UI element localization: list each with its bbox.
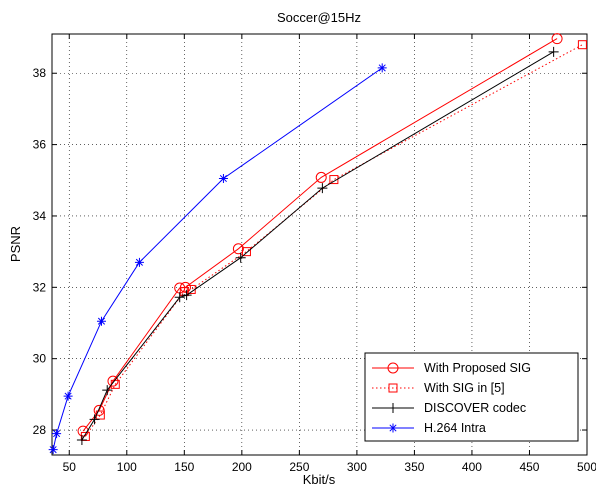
y-tick-label: 28 <box>33 423 47 437</box>
series-line <box>52 67 383 450</box>
x-axis-label: Kbit/s <box>303 472 336 487</box>
data-point-plus <box>317 183 328 194</box>
data-point-circle <box>93 404 105 416</box>
x-tick-label: 500 <box>577 460 596 474</box>
y-tick-label: 30 <box>33 352 47 366</box>
x-tick-label: 150 <box>174 460 194 474</box>
y-tick-label: 38 <box>33 66 47 80</box>
data-point-plus <box>89 414 100 425</box>
legend-item: With Proposed SIG <box>372 361 531 375</box>
series-h-264-intra <box>48 63 387 455</box>
x-tick-label: 100 <box>117 460 137 474</box>
data-point-plus <box>181 290 192 301</box>
legend-item: H.264 Intra <box>372 421 486 435</box>
plot-frame <box>51 33 588 456</box>
data-point-star <box>52 429 62 439</box>
legend-label: H.264 Intra <box>424 421 486 435</box>
y-axis-label: PSNR <box>8 226 23 262</box>
data-point-circle <box>315 171 327 183</box>
legend-item: DISCOVER codec <box>372 401 526 415</box>
x-tick-label: 300 <box>347 460 367 474</box>
data-point-star <box>218 173 228 183</box>
data-point-star <box>388 423 398 433</box>
data-point-star <box>63 391 73 401</box>
data-point-circle <box>77 425 89 437</box>
data-point-square <box>329 175 339 185</box>
legend-label: With SIG in [5] <box>424 381 505 395</box>
data-point-plus <box>548 46 559 57</box>
data-point-plus <box>76 435 87 446</box>
chart-title: Soccer@15Hz <box>277 10 361 25</box>
legend: With Proposed SIG With SIG in [5] DISCOVER… <box>364 352 579 442</box>
y-tick-label: 32 <box>33 280 47 294</box>
data-point-plus <box>174 292 185 303</box>
data-point-plus <box>102 385 113 396</box>
data-point-square <box>241 247 251 257</box>
data-point-circle <box>387 362 399 374</box>
x-tick-label: 200 <box>232 460 252 474</box>
x-tick-label: 50 <box>63 460 77 474</box>
data-point-star <box>377 63 387 73</box>
legend-label: With Proposed SIG <box>424 361 531 375</box>
legend-item: With SIG in [5] <box>372 381 505 395</box>
data-point-circle <box>551 33 563 45</box>
y-tick-label: 34 <box>33 209 47 223</box>
x-tick-label: 450 <box>519 460 539 474</box>
data-point-circle <box>232 243 244 255</box>
x-tick-label: 400 <box>462 460 482 474</box>
axis-ticks: 50 100 150 200 250 300 350 400 450 500 28 30 32 34 36 3… <box>33 34 596 474</box>
legend-label: DISCOVER codec <box>424 401 526 415</box>
x-tick-label: 350 <box>404 460 424 474</box>
x-tick-label: 250 <box>289 460 309 474</box>
data-point-square <box>577 40 587 50</box>
series-line <box>84 44 583 437</box>
data-point-star <box>134 257 144 267</box>
data-point-square <box>388 383 398 393</box>
data-point-star <box>96 316 106 326</box>
data-point-plus <box>388 403 398 413</box>
series-line <box>81 51 554 441</box>
data-point-star <box>48 445 58 455</box>
series-discover-codec <box>76 46 559 446</box>
series-layer <box>48 33 587 455</box>
data-point-plus <box>235 252 246 263</box>
y-tick-label: 36 <box>33 138 47 152</box>
